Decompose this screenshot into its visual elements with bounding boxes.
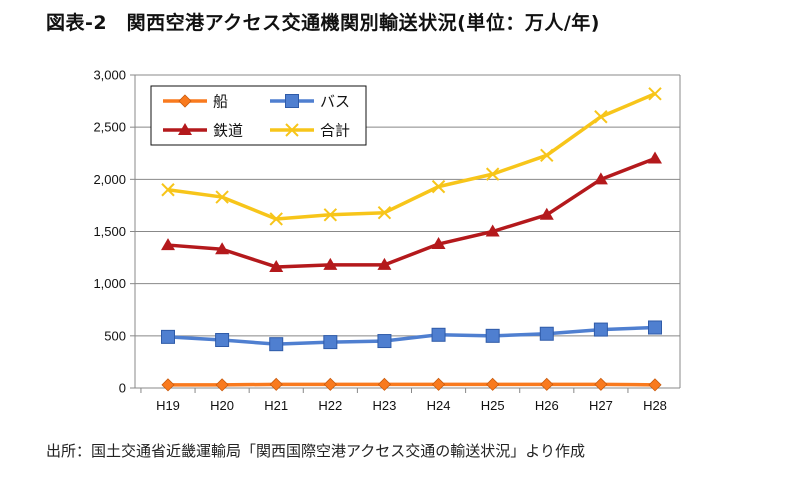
x-tick-label: H25 xyxy=(481,398,505,413)
data-point-bus xyxy=(648,320,662,335)
data-point-ship xyxy=(377,377,392,391)
data-point-ship xyxy=(161,378,175,392)
source-note: 出所：国土交通省近畿運輸局「関西国際空港アクセス交通の輸送状況」より作成 xyxy=(46,442,585,460)
data-point-bus xyxy=(161,329,175,344)
data-point-total xyxy=(594,110,608,124)
data-point-bus xyxy=(215,333,230,348)
data-point-ship xyxy=(431,377,446,391)
data-point-total xyxy=(323,208,338,222)
data-point-bus xyxy=(323,335,338,350)
x-tick-label: H26 xyxy=(535,398,559,413)
data-point-rail xyxy=(269,259,284,272)
legend-marker-bus xyxy=(285,94,299,108)
data-point-rail xyxy=(485,224,500,237)
y-tick-label: 3,000 xyxy=(93,68,126,83)
legend-marker-rail xyxy=(178,123,192,135)
series-line-total xyxy=(167,92,656,221)
legend-label-ship: 船 xyxy=(213,93,228,111)
x-tick-label: H24 xyxy=(427,398,451,413)
legend-box xyxy=(150,85,367,146)
axes: 0 500 1,000 1,500 2,000 2,500 3,000 H19 H20 H21 H2… xyxy=(93,68,681,413)
data-point-ship xyxy=(540,377,554,391)
y-tick-label: 0 xyxy=(119,381,126,396)
data-point-total xyxy=(431,179,446,194)
data-point-rail xyxy=(215,242,230,255)
data-point-ship xyxy=(594,377,608,391)
data-point-ship xyxy=(486,377,500,391)
data-point-rail xyxy=(648,151,662,164)
data-point-rail xyxy=(323,257,338,270)
y-tick-label: 2,500 xyxy=(93,120,126,135)
data-point-rail xyxy=(161,238,175,251)
y-tick-label: 1,500 xyxy=(93,224,126,239)
y-tick-label: 500 xyxy=(104,328,126,343)
x-tick-label: H19 xyxy=(156,398,180,413)
data-point-total xyxy=(215,190,229,204)
x-tick-label: H27 xyxy=(589,398,613,413)
legend-label-bus: バス xyxy=(320,93,350,111)
x-tick-label: H28 xyxy=(643,398,667,413)
legend-marker-total xyxy=(285,123,299,137)
data-point-ship xyxy=(269,377,283,391)
y-tick-label: 1,000 xyxy=(93,276,126,291)
data-point-bus xyxy=(431,327,446,342)
series-line-rail xyxy=(167,156,656,269)
data-point-total xyxy=(161,183,175,197)
data-point-rail xyxy=(431,237,446,250)
data-point-rail xyxy=(539,207,554,220)
x-tick-label: H23 xyxy=(373,398,397,413)
x-tick-label: H21 xyxy=(264,398,288,413)
data-point-bus xyxy=(539,326,554,341)
series-line-bus xyxy=(167,325,656,346)
data-point-rail xyxy=(377,257,392,270)
data-point-bus xyxy=(593,322,608,337)
series-ship xyxy=(161,377,662,392)
data-point-ship xyxy=(215,378,229,392)
legend-marker-ship xyxy=(178,94,192,108)
series-lines xyxy=(161,87,662,392)
series-bus xyxy=(161,320,662,352)
data-point-total xyxy=(269,212,283,226)
data-point-rail xyxy=(593,172,608,185)
data-point-total xyxy=(485,167,500,181)
x-tick-label: H20 xyxy=(210,398,234,413)
data-point-ship xyxy=(648,378,662,392)
series-total xyxy=(161,87,662,226)
page-title: 図表-2 関西空港アクセス交通機関別輸送状況(単位：万人/年) xyxy=(46,12,600,34)
series-rail xyxy=(161,151,662,272)
x-tick-label: H22 xyxy=(318,398,342,413)
data-point-bus xyxy=(485,328,500,343)
y-tick-label: 2,000 xyxy=(93,172,126,187)
legend-label-total: 合計 xyxy=(320,122,350,140)
data-point-total xyxy=(377,206,392,220)
data-point-ship xyxy=(323,377,337,391)
data-point-bus xyxy=(377,334,392,349)
legend-label-rail: 鉄道 xyxy=(213,122,243,140)
data-point-total xyxy=(648,87,662,101)
data-point-total xyxy=(540,148,554,163)
series-line-ship xyxy=(168,382,656,387)
data-point-bus xyxy=(269,337,284,352)
